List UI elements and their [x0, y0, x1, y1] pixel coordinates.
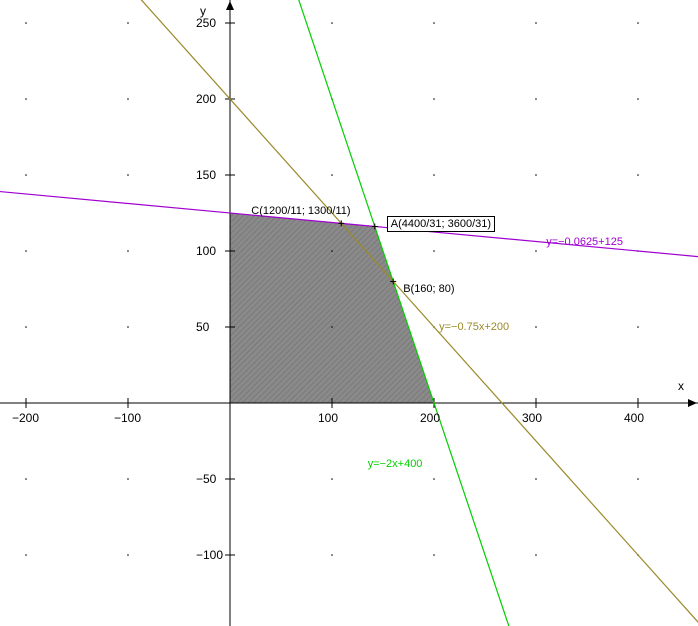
x-tick-label: 300 [522, 411, 542, 425]
eq-label-purple: y=−0.0625+125 [546, 236, 623, 248]
x-tick-label: 100 [318, 411, 338, 425]
point-c-label: C(1200/11; 1300/11) [251, 205, 350, 217]
y-tick-label: −100 [196, 548, 223, 562]
y-tick-label: 150 [196, 168, 216, 182]
y-axis-label: y [200, 4, 206, 18]
point-a-label: A(4400/31; 3600/31) [387, 218, 495, 230]
x-tick-label: 200 [420, 411, 440, 425]
x-tick-label: −200 [12, 411, 39, 425]
y-tick-label: 50 [196, 320, 209, 334]
x-tick-label: −100 [114, 411, 141, 425]
x-tick-label: 400 [624, 411, 644, 425]
y-tick-label: 100 [196, 244, 216, 258]
eq-label-green: y=−2x+400 [368, 458, 423, 470]
y-tick-label: 200 [196, 92, 216, 106]
point-b-label: B(160; 80) [403, 283, 454, 295]
y-tick-label: 250 [196, 16, 216, 30]
eq-label-olive: y=−0.75x+200 [439, 321, 509, 333]
y-tick-label: −50 [196, 472, 216, 486]
x-axis-label: x [678, 379, 684, 393]
lp-feasible-region-chart [0, 0, 698, 626]
